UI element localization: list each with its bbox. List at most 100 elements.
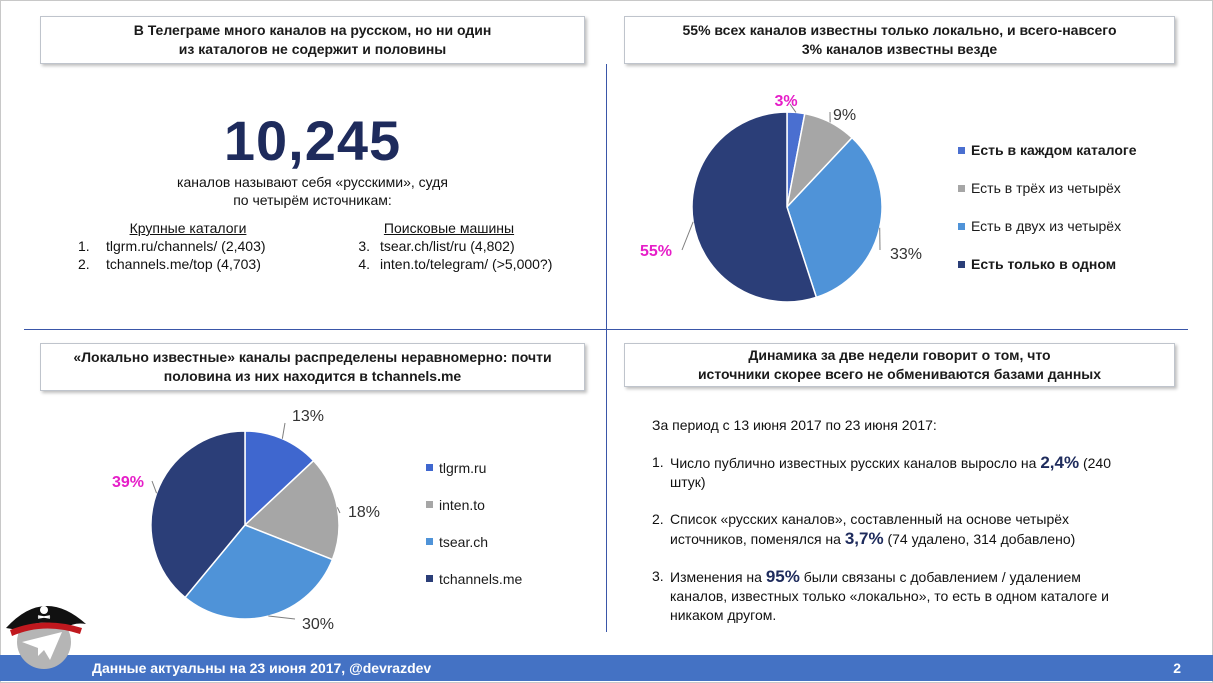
- dynamics-item: 2. Список «русских каналов», составленны…: [652, 510, 1182, 549]
- pie-chart-local: 13% 18% 30% 39%: [112, 408, 380, 633]
- local-legend-item-3: tchannels.me: [426, 560, 522, 597]
- search-num: 3.: [358, 238, 370, 254]
- horizontal-divider: [24, 329, 1188, 330]
- footer-text: Данные актуальны на 23 июня 2017, @devra…: [92, 660, 432, 676]
- catalog-text: tchannels.me/top (4,703): [106, 256, 261, 272]
- panel2-title-line2: 3% каналов известны везде: [801, 41, 998, 57]
- panel4-title-line1: Динамика за две недели говорит о том, чт…: [748, 347, 1051, 363]
- footer-bar: Данные актуальны на 23 июня 2017, @devra…: [0, 655, 1213, 681]
- coverage-leader-0: [789, 103, 797, 113]
- search-column: Поисковые машины 3. tsear.ch/list/ru (4,…: [336, 219, 576, 273]
- item-text-post: были связаны с добавлением / удалением к…: [670, 569, 1109, 623]
- catalog-text: tlgrm.ru/channels/ (2,403): [106, 238, 266, 254]
- item-text-pre: Изменения на: [670, 569, 766, 585]
- local-legend-label-3: tchannels.me: [439, 570, 523, 587]
- legend-local: tlgrm.ru inten.to tsear.ch tchannels.me: [426, 449, 522, 597]
- panel3-title: «Локально известные» каналы распределены…: [40, 343, 585, 391]
- local-slice-0: [244, 430, 315, 527]
- local-legend-swatch-0: [426, 464, 433, 471]
- panel4-title: Динамика за две недели говорит о том, чт…: [624, 343, 1175, 387]
- dynamics-item: 1. Число публично известных русских кана…: [652, 453, 1182, 492]
- coverage-slice-3: [691, 111, 818, 303]
- coverage-label-0: 3%: [774, 93, 797, 110]
- coverage-leader-3: [681, 221, 694, 251]
- channel-count: 10,245: [223, 109, 402, 172]
- panel1-title-line2: из каталогов не содержит и половины: [178, 41, 447, 57]
- caption-line1: каналов называют себя «русскими», судя: [177, 174, 448, 190]
- channel-count-caption: каналов называют себя «русскими», судя п…: [40, 173, 585, 209]
- local-leader-1: [336, 507, 341, 514]
- coverage-slice-2: [786, 136, 883, 299]
- coverage-legend-item-2: Есть в двух из четырёх: [958, 207, 1137, 245]
- catalog-item: 1. tlgrm.ru/channels/ (2,403): [78, 237, 298, 255]
- search-num: 4.: [358, 256, 370, 272]
- item-num: 1.: [652, 454, 664, 470]
- local-label-3: 39%: [112, 474, 144, 491]
- coverage-legend-label-1: Есть в трёх из четырёх: [971, 180, 1121, 196]
- panel2-title-line1: 55% всех каналов известны только локальн…: [682, 22, 1117, 38]
- panel1-title: В Телеграме много каналов на русском, но…: [40, 16, 585, 64]
- catalogs-column: Крупные каталоги 1. tlgrm.ru/channels/ (…: [78, 219, 298, 273]
- coverage-legend-swatch-1: [958, 184, 965, 192]
- coverage-label-3: 55%: [640, 243, 672, 260]
- item-num: 3.: [652, 568, 664, 584]
- page-number: 2: [1173, 660, 1181, 676]
- dynamics-intro: За период с 13 июня 2017 по 23 июня 2017…: [652, 417, 937, 433]
- search-item: 3. tsear.ch/list/ru (4,802): [336, 237, 576, 255]
- coverage-legend-label-2: Есть в двух из четырёх: [971, 218, 1122, 234]
- vertical-divider: [606, 64, 607, 632]
- panel2-title: 55% всех каналов известны только локальн…: [624, 16, 1175, 64]
- search-header: Поисковые машины: [383, 220, 515, 236]
- local-legend-item-1: inten.to: [426, 486, 522, 523]
- coverage-legend-swatch-3: [958, 260, 965, 268]
- local-leader-0: [281, 422, 286, 439]
- local-slice-3: [150, 430, 246, 599]
- catalog-num: 1.: [78, 238, 90, 254]
- local-leader-2: [268, 615, 296, 620]
- local-legend-swatch-2: [426, 538, 433, 545]
- coverage-legend-label-0: Есть в каждом каталоге: [971, 142, 1137, 158]
- local-legend-swatch-3: [426, 575, 433, 582]
- dynamics-text: За период с 13 июня 2017 по 23 июня 2017…: [652, 416, 1182, 643]
- pie-chart-coverage: 3% 9% 33% 55%: [640, 93, 922, 303]
- item-text-post: (74 удалено, 314 добавлено): [883, 531, 1076, 547]
- item-highlight: 95%: [765, 567, 800, 586]
- item-num: 2.: [652, 511, 664, 527]
- dynamics-item: 3. Изменения на 95% были связаны с добав…: [652, 567, 1182, 625]
- coverage-legend-swatch-0: [958, 146, 965, 154]
- catalog-item: 2. tchannels.me/top (4,703): [78, 255, 298, 273]
- item-text-pre: Список «русских каналов», составленный н…: [670, 511, 1070, 547]
- local-legend-label-2: tsear.ch: [439, 533, 489, 550]
- coverage-legend-swatch-2: [958, 222, 965, 230]
- catalog-num: 2.: [78, 256, 90, 272]
- panel3-title-line2: половина из них находится в tchannels.me: [163, 368, 462, 384]
- coverage-legend-label-3: Есть только в одном: [971, 256, 1117, 272]
- coverage-label-1: 9%: [833, 107, 856, 124]
- item-highlight: 3,7%: [844, 529, 884, 548]
- search-item: 4. inten.to/telegram/ (>5,000?): [336, 255, 576, 273]
- item-text-pre: Число публично известных русских каналов…: [670, 455, 1041, 471]
- local-label-2: 30%: [302, 616, 334, 633]
- pirate-telegram-logo: [6, 605, 86, 669]
- local-legend-label-1: inten.to: [439, 496, 485, 513]
- legend-coverage: Есть в каждом каталоге Есть в трёх из чет…: [958, 131, 1137, 283]
- local-legend-item-2: tsear.ch: [426, 523, 522, 560]
- coverage-legend-item-0: Есть в каждом каталоге: [958, 131, 1137, 169]
- coverage-legend-item-1: Есть в трёх из четырёх: [958, 169, 1137, 207]
- caption-line2: по четырём источникам:: [233, 192, 392, 208]
- local-leader-3: [151, 480, 158, 494]
- local-legend-label-0: tlgrm.ru: [439, 459, 487, 476]
- item-text-post: (240 штук): [670, 455, 1112, 490]
- local-legend-item-0: tlgrm.ru: [426, 449, 522, 486]
- local-slice-2: [184, 524, 334, 620]
- panel4-title-line2: источники скорее всего не обмениваются б…: [697, 366, 1102, 382]
- item-highlight: 2,4%: [1040, 453, 1080, 472]
- local-label-0: 13%: [292, 408, 324, 425]
- coverage-label-2: 33%: [890, 246, 922, 263]
- catalogs-header: Крупные каталоги: [129, 220, 247, 236]
- coverage-legend-item-3: Есть только в одном: [958, 245, 1137, 283]
- panel3-title-line1: «Локально известные» каналы распределены…: [73, 349, 552, 365]
- panel1-title-line1: В Телеграме много каналов на русском, но…: [133, 22, 492, 38]
- search-text: tsear.ch/list/ru (4,802): [380, 238, 515, 254]
- search-text: inten.to/telegram/ (>5,000?): [380, 256, 553, 272]
